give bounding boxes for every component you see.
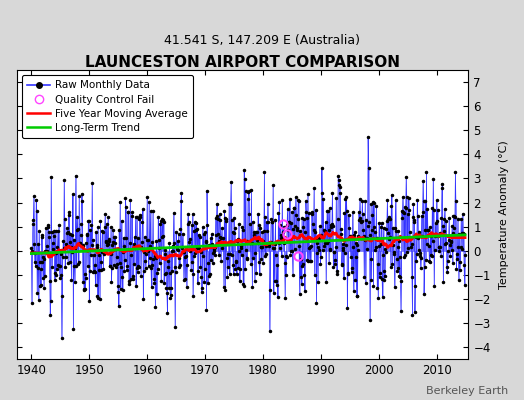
Text: Berkeley Earth: Berkeley Earth [426, 386, 508, 396]
Y-axis label: Temperature Anomaly (°C): Temperature Anomaly (°C) [499, 140, 509, 289]
Text: 41.541 S, 147.209 E (Australia): 41.541 S, 147.209 E (Australia) [164, 34, 360, 47]
Title: LAUNCESTON AIRPORT COMPARISON: LAUNCESTON AIRPORT COMPARISON [85, 55, 400, 70]
Legend: Raw Monthly Data, Quality Control Fail, Five Year Moving Average, Long-Term Tren: Raw Monthly Data, Quality Control Fail, … [22, 75, 193, 138]
